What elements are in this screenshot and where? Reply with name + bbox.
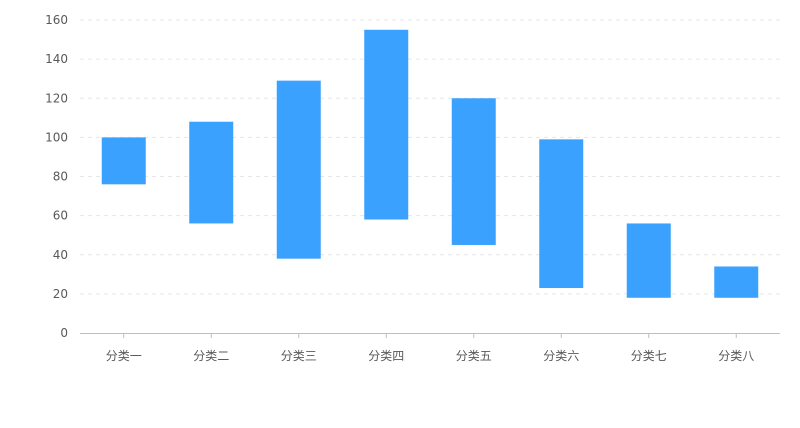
range-bar — [451, 98, 496, 245]
range-bar — [364, 29, 409, 220]
range-bar — [626, 223, 671, 298]
y-tick-label: 100 — [45, 130, 68, 144]
y-tick-label: 40 — [53, 248, 68, 262]
range-bar — [101, 137, 146, 185]
x-tick-label: 分类三 — [281, 349, 317, 363]
y-axis-tick-labels: 0 20 40 60 80 100 120 140 160 — [45, 13, 68, 340]
x-tick-label: 分类一 — [106, 349, 142, 363]
y-tick-label: 60 — [53, 209, 68, 223]
y-tick-label: 140 — [45, 52, 68, 66]
x-tick-label: 分类二 — [193, 349, 229, 363]
y-tick-label: 0 — [60, 326, 68, 340]
y-tick-label: 80 — [53, 170, 68, 184]
range-bar — [276, 80, 321, 259]
x-axis-ticks: 分类一 分类二 分类三 分类四 分类五 分类六 分类七 分类八 — [106, 334, 754, 363]
gridlines — [80, 19, 780, 295]
x-tick-label: 分类八 — [718, 349, 754, 363]
x-tick-label: 分类五 — [456, 349, 492, 363]
range-bar — [714, 266, 759, 298]
range-bar — [539, 139, 584, 289]
x-tick-label: 分类七 — [631, 349, 667, 363]
x-tick-label: 分类六 — [543, 349, 579, 363]
y-tick-label: 20 — [53, 287, 68, 301]
y-tick-label: 160 — [45, 13, 68, 27]
x-tick-label: 分类四 — [368, 349, 404, 363]
range-bar — [189, 121, 234, 224]
y-tick-label: 120 — [45, 91, 68, 105]
bars — [101, 29, 759, 298]
